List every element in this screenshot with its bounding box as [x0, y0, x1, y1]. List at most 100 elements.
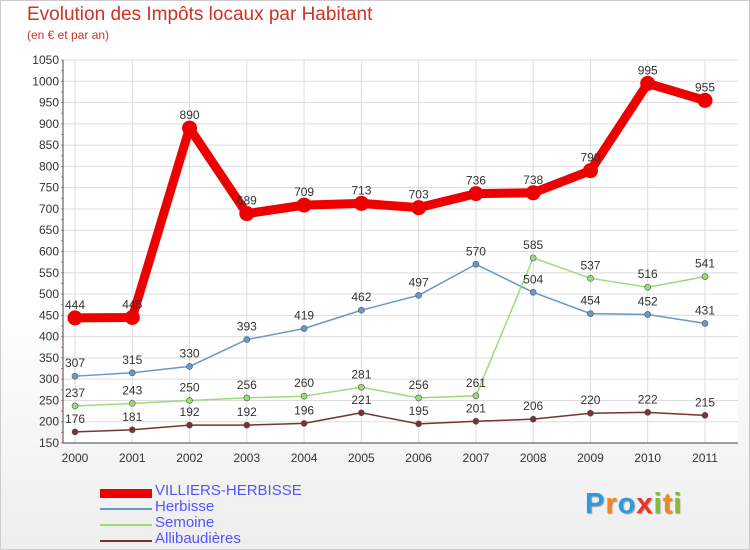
y-tick-label: 300	[39, 372, 59, 386]
data-label: 541	[695, 257, 715, 271]
data-point	[300, 392, 308, 400]
data-label: 504	[523, 272, 543, 286]
data-label: 713	[351, 183, 371, 197]
data-point	[529, 254, 537, 262]
x-tick-label: 2005	[348, 451, 375, 465]
data-label: 192	[237, 405, 257, 419]
chart-title: Evolution des Impôts locaux par Habitant	[27, 4, 373, 25]
data-point	[415, 420, 422, 428]
data-point	[701, 273, 709, 280]
y-tick-label: 200	[39, 415, 59, 429]
data-label: 736	[466, 174, 486, 188]
legend-label: Herbisse	[155, 498, 215, 515]
x-tick-label: 2008	[520, 451, 547, 465]
data-point	[701, 412, 709, 419]
x-tick-label: 2009	[577, 451, 604, 465]
data-point	[67, 310, 83, 326]
y-tick-label: 950	[39, 96, 59, 110]
data-label: 260	[294, 376, 314, 390]
y-tick-label: 350	[39, 351, 59, 365]
data-label: 220	[580, 393, 600, 407]
data-point	[587, 310, 594, 317]
data-point	[128, 400, 136, 407]
data-label: 444	[65, 298, 85, 312]
data-label: 454	[580, 294, 600, 308]
y-tick-label: 550	[39, 266, 59, 280]
logo-letter: P	[585, 488, 606, 520]
y-tick-label: 450	[39, 308, 59, 322]
x-tick-label: 2002	[176, 451, 203, 465]
data-label: 790	[580, 151, 600, 165]
logo-letter: r	[605, 488, 618, 520]
y-tick-label: 250	[39, 393, 59, 407]
data-point	[71, 402, 79, 410]
data-point	[472, 260, 480, 268]
data-label: 955	[695, 80, 715, 94]
x-tick-label: 2007	[463, 451, 490, 465]
data-label: 307	[65, 356, 85, 370]
data-point	[529, 289, 537, 296]
y-tick-label: 1050	[32, 53, 59, 67]
data-point	[128, 426, 136, 434]
y-tick-label: 600	[39, 245, 59, 259]
legend-swatch	[100, 488, 152, 498]
legend-swatch	[100, 508, 152, 510]
data-label: 256	[409, 378, 429, 392]
data-point	[186, 397, 193, 404]
legend-swatch	[100, 540, 152, 542]
data-point	[415, 292, 422, 299]
data-point	[472, 392, 480, 400]
data-label: 452	[638, 294, 658, 308]
data-point	[358, 383, 365, 391]
y-tick-label: 500	[39, 287, 59, 301]
data-point	[529, 415, 537, 423]
data-point	[71, 372, 79, 380]
data-label: 315	[122, 353, 142, 367]
data-label: 393	[237, 320, 257, 334]
data-label: 176	[65, 412, 85, 426]
x-tick-label: 2003	[233, 451, 260, 465]
legend-label: Semoine	[155, 514, 215, 531]
data-label: 431	[695, 303, 715, 317]
chart-subtitle: (en € et par an)	[27, 28, 110, 42]
data-point	[468, 186, 484, 202]
data-label: 709	[294, 185, 314, 199]
data-label: 689	[237, 194, 257, 208]
data-label: 995	[638, 63, 658, 77]
data-label: 261	[466, 376, 486, 390]
data-point	[640, 75, 656, 91]
data-point	[472, 417, 480, 425]
proxiti-logo: Proxiti	[585, 488, 682, 521]
data-label: 537	[580, 258, 600, 272]
data-label: 281	[351, 367, 371, 381]
data-point	[358, 306, 365, 314]
data-point	[124, 309, 140, 325]
data-label: 419	[294, 309, 314, 323]
data-label: 243	[122, 383, 142, 397]
series-line	[70, 78, 710, 323]
y-tick-label: 800	[39, 159, 59, 173]
y-tick-label: 850	[39, 138, 59, 152]
data-point	[186, 363, 193, 370]
data-point	[411, 200, 427, 216]
data-point	[243, 394, 251, 402]
data-label: 738	[523, 173, 543, 187]
x-tick-label: 2004	[291, 451, 318, 465]
series-line	[74, 257, 706, 407]
logo-letter: i	[673, 488, 683, 520]
data-label: 703	[409, 188, 429, 202]
series-line	[74, 411, 706, 433]
x-tick-label: 2010	[634, 451, 661, 465]
data-label: 585	[523, 238, 543, 252]
data-point	[239, 206, 255, 222]
y-tick-label: 400	[39, 330, 59, 344]
data-point	[186, 421, 193, 429]
y-tick-label: 1000	[32, 74, 59, 88]
data-label: 462	[351, 290, 371, 304]
data-label: 237	[65, 386, 85, 400]
data-point	[243, 421, 251, 429]
legend-label: Allibaudières	[155, 530, 241, 547]
data-label: 195	[409, 404, 429, 418]
logo-letter: o	[617, 488, 637, 520]
data-point	[358, 409, 365, 417]
